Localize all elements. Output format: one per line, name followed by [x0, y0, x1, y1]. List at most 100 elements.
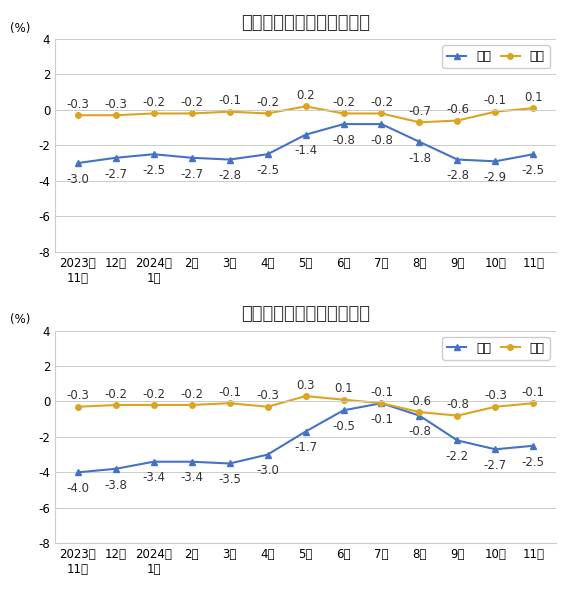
同比 — [188, 458, 195, 466]
环比 — [454, 117, 461, 124]
Text: -0.1: -0.1 — [218, 94, 241, 107]
Text: -2.8: -2.8 — [446, 169, 469, 182]
Text: -2.7: -2.7 — [104, 168, 127, 181]
同比 — [74, 469, 81, 476]
Text: -2.5: -2.5 — [256, 164, 279, 177]
Text: -0.2: -0.2 — [256, 96, 279, 109]
Line: 同比: 同比 — [74, 120, 537, 166]
Text: -3.5: -3.5 — [218, 473, 241, 486]
Text: 0.3: 0.3 — [296, 379, 315, 392]
环比 — [264, 403, 271, 410]
Text: -0.2: -0.2 — [104, 388, 127, 401]
Text: -0.3: -0.3 — [66, 389, 89, 402]
同比 — [530, 442, 537, 450]
Text: -2.9: -2.9 — [484, 171, 507, 184]
Text: -0.3: -0.3 — [256, 389, 279, 402]
同比 — [264, 451, 271, 458]
Text: -3.0: -3.0 — [256, 464, 279, 477]
Text: -0.5: -0.5 — [332, 420, 355, 433]
Text: -2.5: -2.5 — [142, 164, 165, 177]
Line: 环比: 环比 — [75, 104, 536, 125]
同比 — [378, 120, 385, 127]
环比 — [264, 110, 271, 117]
同比 — [340, 120, 347, 127]
Text: -3.8: -3.8 — [104, 478, 127, 491]
同比 — [454, 156, 461, 163]
环比 — [150, 110, 157, 117]
Y-axis label: (%): (%) — [10, 313, 30, 326]
环比 — [378, 399, 385, 407]
Text: -0.8: -0.8 — [408, 425, 431, 438]
环比 — [112, 112, 119, 119]
同比 — [226, 156, 233, 163]
环比 — [454, 412, 461, 419]
Text: -0.2: -0.2 — [142, 96, 165, 109]
环比 — [492, 108, 499, 115]
Line: 环比: 环比 — [75, 394, 536, 418]
Text: -0.3: -0.3 — [104, 98, 127, 111]
Text: -3.0: -3.0 — [66, 173, 89, 186]
同比 — [378, 399, 385, 407]
Text: -0.1: -0.1 — [370, 386, 393, 399]
环比 — [530, 104, 537, 112]
环比 — [492, 403, 499, 410]
同比 — [302, 428, 309, 435]
Text: -3.4: -3.4 — [142, 471, 165, 484]
Text: -0.8: -0.8 — [446, 398, 469, 411]
Text: 0.1: 0.1 — [334, 382, 353, 395]
同比 — [530, 150, 537, 158]
环比 — [340, 396, 347, 403]
Text: -0.8: -0.8 — [332, 134, 355, 147]
环比 — [530, 399, 537, 407]
Text: -2.5: -2.5 — [522, 164, 545, 177]
同比 — [492, 158, 499, 165]
Text: -3.4: -3.4 — [180, 471, 203, 484]
Text: -2.5: -2.5 — [522, 455, 545, 468]
Text: -2.2: -2.2 — [446, 450, 469, 463]
同比 — [112, 466, 119, 473]
Text: -0.8: -0.8 — [370, 134, 393, 147]
Text: -0.2: -0.2 — [370, 96, 393, 109]
同比 — [150, 150, 157, 158]
Text: -2.8: -2.8 — [218, 169, 241, 182]
环比 — [74, 112, 81, 119]
Text: -0.3: -0.3 — [484, 389, 507, 402]
Text: -0.6: -0.6 — [408, 395, 431, 408]
同比 — [340, 407, 347, 414]
Text: -0.3: -0.3 — [66, 98, 89, 111]
环比 — [188, 110, 195, 117]
同比 — [416, 412, 423, 419]
环比 — [226, 108, 233, 115]
同比 — [150, 458, 157, 466]
Text: -0.1: -0.1 — [484, 94, 507, 107]
同比 — [188, 154, 195, 161]
环比 — [226, 399, 233, 407]
同比 — [226, 460, 233, 467]
同比 — [74, 159, 81, 166]
同比 — [302, 131, 309, 138]
Text: -1.4: -1.4 — [294, 145, 317, 158]
Text: -2.7: -2.7 — [484, 459, 507, 472]
Legend: 同比, 环比: 同比, 环比 — [442, 45, 550, 68]
Title: 工业生产者出厂价格涨跌幅: 工业生产者出厂价格涨跌幅 — [241, 14, 370, 32]
同比 — [264, 150, 271, 158]
Text: -2.7: -2.7 — [180, 168, 203, 181]
Y-axis label: (%): (%) — [10, 22, 30, 35]
Title: 工业生产者购进价格涨跌幅: 工业生产者购进价格涨跌幅 — [241, 306, 370, 323]
Text: -0.7: -0.7 — [408, 105, 431, 118]
Line: 同比: 同比 — [74, 400, 537, 476]
环比 — [112, 401, 119, 408]
Text: -0.2: -0.2 — [332, 96, 355, 109]
环比 — [74, 403, 81, 410]
环比 — [416, 119, 423, 126]
环比 — [340, 110, 347, 117]
Text: -4.0: -4.0 — [66, 482, 89, 495]
Text: 0.1: 0.1 — [524, 91, 543, 104]
Text: -0.1: -0.1 — [218, 386, 241, 399]
环比 — [150, 401, 157, 408]
同比 — [454, 437, 461, 444]
Text: -0.2: -0.2 — [180, 388, 203, 401]
环比 — [416, 408, 423, 415]
同比 — [112, 154, 119, 161]
环比 — [188, 401, 195, 408]
